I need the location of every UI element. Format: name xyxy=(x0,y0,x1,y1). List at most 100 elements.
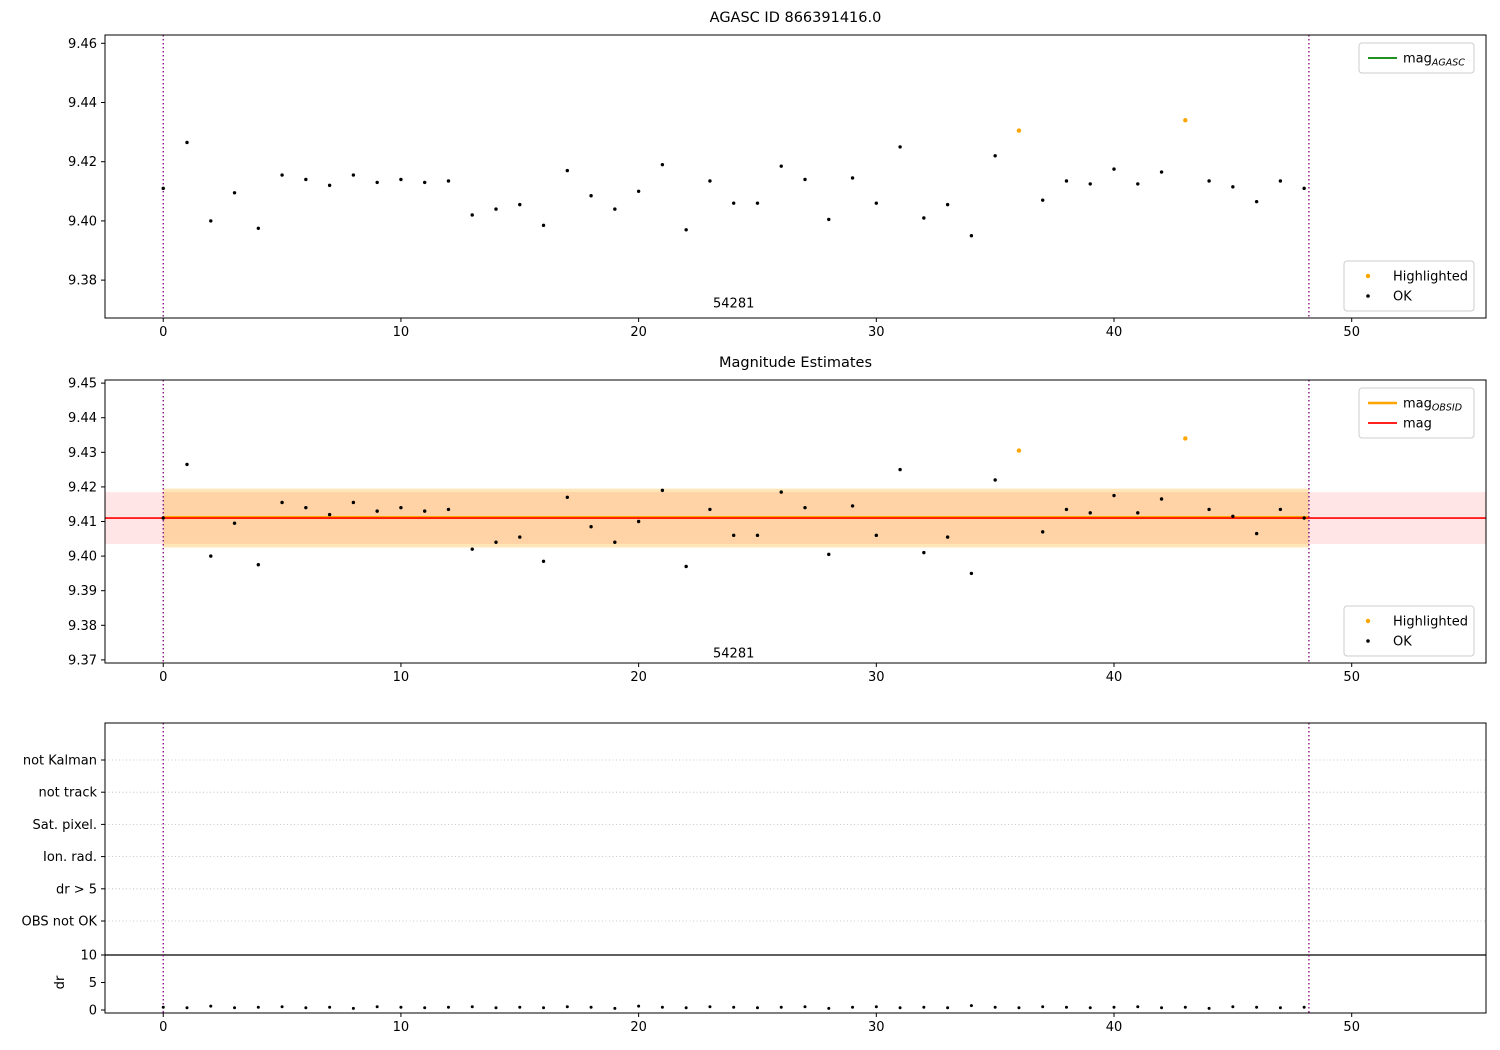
flag-category-label: Ion. rad. xyxy=(43,850,97,865)
ok-point xyxy=(827,217,831,222)
legend-label: Highlighted xyxy=(1393,615,1468,630)
dr-point xyxy=(304,1006,308,1010)
ok-point xyxy=(613,540,617,544)
ok-point xyxy=(922,550,926,555)
y-tick-label: 9.43 xyxy=(68,446,97,461)
x-tick-label: 10 xyxy=(393,670,410,685)
dr-point xyxy=(185,1006,189,1010)
y-tick-label: 9.41 xyxy=(68,515,97,530)
highlighted-point xyxy=(1016,128,1022,133)
ok-point xyxy=(827,552,831,557)
ok-point xyxy=(256,563,261,567)
ok-point xyxy=(399,505,403,510)
dr-point xyxy=(922,1005,926,1009)
dr-point xyxy=(161,1005,165,1009)
x-tick-label: 0 xyxy=(159,1020,167,1035)
ok-point xyxy=(945,202,950,207)
ok-point xyxy=(470,213,474,217)
legend-box xyxy=(1358,387,1475,439)
legend-box xyxy=(1358,42,1475,74)
ok-point xyxy=(280,173,284,177)
legend-box xyxy=(1343,605,1475,657)
ok-point xyxy=(779,490,783,494)
chart-agasc-mag: 54281 AGASC ID 866391416.0 0 10 20 30 40 50 9.38… xyxy=(68,10,1487,340)
ok-point xyxy=(1088,511,1092,515)
dr-point xyxy=(375,1005,379,1009)
y-tick-label: 9.38 xyxy=(68,619,97,634)
dr-point xyxy=(470,1005,474,1009)
dr-point xyxy=(1160,1006,1164,1010)
chart-magnitude-estimates: 54281 Magnitude Estimates 0 10 20 30 40 50 9.37 9… xyxy=(68,355,1487,685)
dr-point xyxy=(684,1006,688,1010)
ok-point xyxy=(494,540,498,544)
ok-point xyxy=(945,535,950,539)
ok-point xyxy=(1064,507,1069,512)
legend-marker-sample xyxy=(1365,618,1371,624)
y-tick-label: 9.42 xyxy=(68,155,97,170)
dr-point xyxy=(328,1005,332,1009)
x-tick-label: 10 xyxy=(393,325,410,340)
dr-axis-label: dr xyxy=(53,975,68,989)
x-tick-label: 0 xyxy=(159,325,167,340)
x-tick-label: 50 xyxy=(1343,325,1360,340)
dr-point xyxy=(1136,1005,1140,1009)
y-tick-label: 9.39 xyxy=(68,584,97,599)
ok-point xyxy=(850,176,855,180)
dr-point xyxy=(1231,1005,1235,1009)
ok-point xyxy=(636,519,641,524)
flag-category-label: not Kalman xyxy=(23,754,97,769)
dr-point xyxy=(256,1005,260,1009)
ok-point xyxy=(565,495,570,499)
dr-point xyxy=(874,1005,878,1009)
x-tick-label: 40 xyxy=(1106,1020,1123,1035)
ok-point xyxy=(185,140,189,145)
dr-point xyxy=(1302,1005,1306,1009)
ok-point xyxy=(660,488,665,493)
axes-frame xyxy=(104,34,1487,319)
dr-point xyxy=(613,1006,617,1010)
dr-point xyxy=(755,1006,759,1010)
ok-point xyxy=(922,216,926,220)
flag-category-label: dr > 5 xyxy=(56,882,97,897)
ok-point xyxy=(256,226,261,231)
x-tick-label: 20 xyxy=(630,1020,647,1035)
ok-point xyxy=(1254,531,1259,536)
ok-point xyxy=(660,162,665,167)
ok-point xyxy=(803,505,807,510)
dr-point xyxy=(803,1005,807,1009)
ok-point xyxy=(755,533,760,538)
ok-point xyxy=(684,564,688,569)
dr-point xyxy=(1041,1005,1045,1009)
obsid-label: 54281 xyxy=(713,646,754,661)
ok-point xyxy=(1064,179,1069,183)
ok-point xyxy=(993,478,997,482)
dr-point xyxy=(1064,1005,1068,1009)
dr-point xyxy=(1017,1006,1021,1010)
chart-title: AGASC ID 866391416.0 xyxy=(710,10,882,26)
dr-point xyxy=(946,1006,950,1010)
ok-point xyxy=(541,223,546,228)
ok-point xyxy=(1207,507,1211,512)
ok-point xyxy=(232,521,237,525)
ok-point xyxy=(1278,179,1283,183)
dr-point xyxy=(446,1005,450,1009)
y-tick-label: 9.45 xyxy=(68,377,97,392)
ok-point xyxy=(446,507,451,512)
ok-point xyxy=(1231,185,1235,189)
ok-point xyxy=(494,207,498,211)
highlighted-point xyxy=(1183,436,1188,441)
ok-point xyxy=(1041,198,1045,202)
legend-marker-sample xyxy=(1366,294,1370,298)
legend-label: mag xyxy=(1403,417,1432,432)
highlighted-point xyxy=(1016,448,1022,453)
ok-point xyxy=(327,183,332,188)
ok-point xyxy=(422,509,427,513)
ok-point xyxy=(803,177,807,182)
ok-point xyxy=(1136,182,1140,186)
ok-point xyxy=(684,228,688,232)
ok-point xyxy=(779,164,783,168)
ok-point xyxy=(304,505,308,510)
dr-point xyxy=(494,1006,498,1010)
